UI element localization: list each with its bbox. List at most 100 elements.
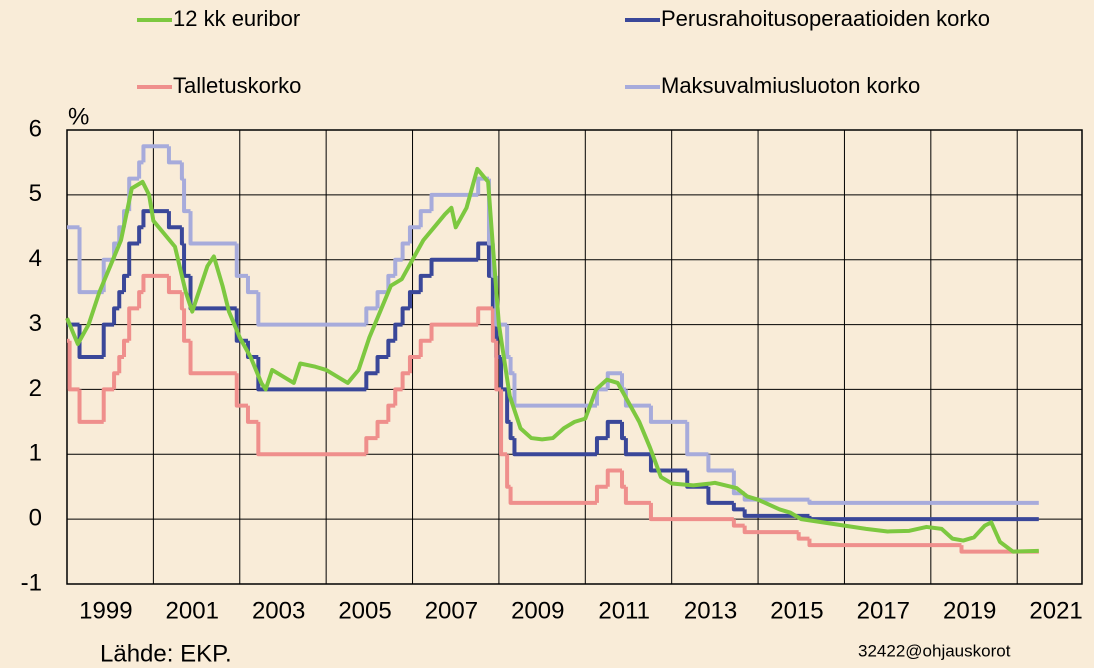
x-tick-label: 2003	[252, 597, 305, 624]
x-tick-label: 2007	[425, 597, 478, 624]
y-tick-label: 3	[29, 310, 42, 337]
step-line	[375, 419, 389, 439]
step-line	[386, 338, 396, 357]
step-line	[112, 306, 120, 325]
step-line	[117, 355, 125, 374]
step-line	[594, 436, 608, 455]
step-line	[166, 211, 182, 230]
step-line	[706, 486, 734, 505]
step-line	[127, 306, 140, 341]
step-line	[499, 389, 508, 457]
step-line	[685, 421, 709, 457]
step-line	[117, 290, 125, 309]
step-line	[256, 357, 367, 392]
step-line	[512, 438, 597, 457]
step-line	[620, 470, 626, 489]
step-line	[594, 387, 608, 406]
step-line	[137, 160, 144, 179]
step-line	[476, 241, 489, 260]
step-line	[112, 371, 120, 390]
y-tick-label: 4	[29, 245, 42, 272]
step-line	[393, 257, 403, 276]
step-line	[77, 389, 104, 424]
step-line	[364, 306, 378, 325]
step-line	[505, 389, 511, 424]
y-tick-label: -1	[21, 569, 42, 596]
step-line	[364, 436, 378, 455]
x-tick-label: 2013	[684, 597, 737, 624]
step-line	[505, 454, 511, 489]
step-line	[807, 538, 962, 548]
step-line	[393, 387, 403, 406]
step-line	[101, 322, 115, 357]
y-tick-label: 0	[29, 504, 42, 531]
step-line	[375, 290, 389, 309]
step-line	[166, 275, 182, 295]
step-line	[364, 371, 378, 390]
step-line	[605, 371, 623, 390]
legend-label: Maksuvalmiusluoton korko	[661, 73, 920, 98]
step-line	[179, 292, 185, 311]
step-line	[179, 227, 185, 246]
step-line	[731, 502, 745, 512]
x-tick-label: 2001	[166, 597, 219, 624]
x-tick-label: 2011	[598, 597, 650, 624]
step-line	[179, 162, 185, 181]
step-line	[407, 290, 421, 309]
step-line	[594, 484, 608, 503]
step-line	[623, 438, 651, 457]
step-line	[67, 340, 80, 392]
step-line	[400, 306, 410, 325]
step-line	[418, 209, 432, 228]
step-line	[620, 373, 626, 392]
step-line	[648, 502, 734, 522]
x-tick-label: 2019	[943, 597, 996, 624]
step-line	[77, 227, 104, 295]
step-line	[188, 340, 237, 376]
code: 32422@ohjauskorot	[858, 641, 1011, 660]
x-tick-label: 2021	[1029, 597, 1082, 624]
step-line	[122, 338, 130, 357]
step-line	[182, 178, 191, 214]
step-line	[127, 241, 140, 276]
step-line	[742, 509, 810, 518]
step-line	[605, 419, 623, 439]
x-tick-label: 2017	[857, 597, 910, 624]
x-tick-label: 1999	[79, 597, 132, 624]
step-line	[256, 292, 367, 327]
step-line	[234, 243, 248, 278]
step-line	[77, 324, 104, 359]
step-line	[234, 373, 248, 408]
x-tick-label: 2015	[770, 597, 823, 624]
step-line	[386, 403, 396, 422]
step-line	[429, 192, 479, 212]
step-line	[429, 322, 479, 341]
step-line	[648, 405, 688, 424]
step-line	[182, 243, 191, 278]
step-line	[742, 525, 799, 535]
x-tick-label: 2009	[511, 597, 564, 624]
step-line	[731, 519, 745, 528]
step-line	[182, 308, 191, 343]
step-line	[796, 532, 810, 541]
step-line	[141, 144, 169, 163]
step-line	[141, 209, 169, 228]
step-line	[807, 515, 1039, 522]
step-line	[245, 340, 259, 359]
step-line	[418, 338, 432, 357]
y-tick-label: 2	[29, 375, 42, 402]
step-line	[648, 454, 688, 473]
step-line	[393, 322, 403, 341]
step-line	[807, 499, 1039, 505]
plot-frame	[66, 129, 1083, 585]
step-line	[706, 454, 734, 473]
step-line	[166, 146, 182, 165]
x-tick-label: 2005	[338, 597, 391, 624]
step-line	[400, 371, 410, 390]
legend-label: 12 kk euribor	[173, 6, 300, 31]
step-line	[407, 355, 421, 374]
source: Lähde: EKP.	[100, 640, 232, 667]
step-line	[476, 306, 493, 325]
step-line	[234, 308, 248, 343]
